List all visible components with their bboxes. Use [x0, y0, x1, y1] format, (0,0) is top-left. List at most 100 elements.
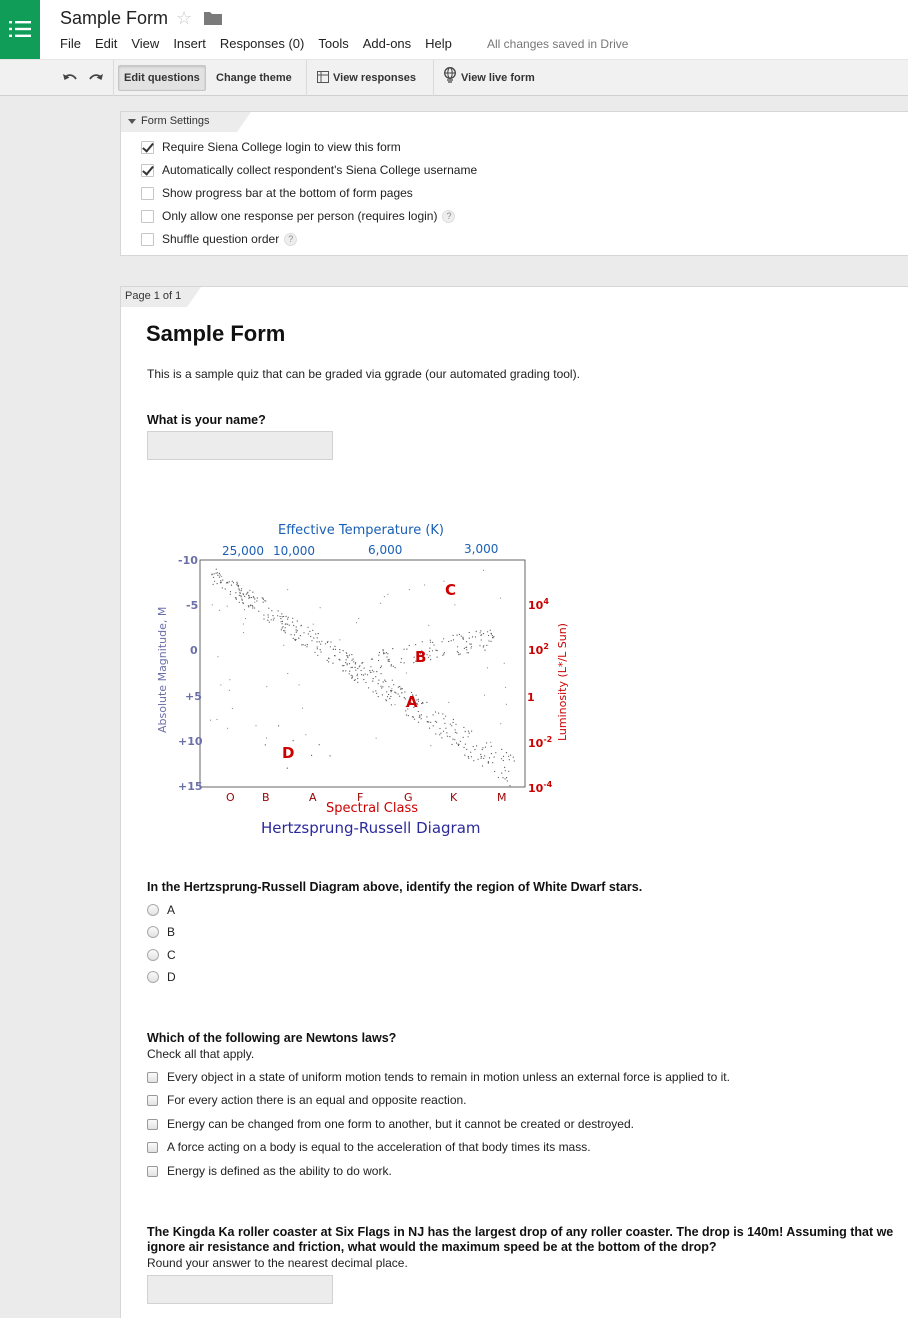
- radio-option[interactable]: C: [147, 947, 176, 963]
- star-dot: [228, 689, 230, 691]
- menu-add-ons[interactable]: Add-ons: [362, 36, 412, 51]
- radio-option[interactable]: A: [147, 902, 175, 918]
- help-icon[interactable]: ?: [284, 232, 298, 246]
- star-dot: [454, 604, 456, 606]
- forms-logo-icon[interactable]: [0, 0, 40, 59]
- menu-edit[interactable]: Edit: [94, 36, 118, 51]
- star-dot: [451, 725, 453, 727]
- checkbox[interactable]: [147, 1141, 158, 1153]
- checkbox-option[interactable]: For every action there is an equal and o…: [147, 1092, 467, 1108]
- star-dot: [493, 756, 495, 758]
- radio-button[interactable]: [147, 949, 159, 961]
- one-response-checkbox[interactable]: [141, 209, 154, 223]
- form-settings-toggle[interactable]: Form Settings: [121, 112, 251, 132]
- star-dot: [245, 593, 247, 595]
- star-dot: [267, 616, 269, 618]
- menu-view[interactable]: View: [131, 36, 160, 51]
- star-dot: [321, 640, 323, 642]
- star-dot: [457, 744, 460, 747]
- star-dot: [388, 658, 390, 660]
- checkbox[interactable]: [147, 1071, 158, 1083]
- star-dot: [214, 580, 216, 582]
- folder-icon[interactable]: [204, 11, 222, 28]
- redo-icon[interactable]: [87, 69, 105, 87]
- star-dot: [351, 654, 353, 656]
- collapse-triangle-icon: [128, 119, 136, 124]
- star-dot: [508, 759, 510, 761]
- checkbox-option[interactable]: Energy is defined as the ability to do w…: [147, 1163, 392, 1179]
- top-tick: 25,000: [222, 544, 264, 558]
- bottom-axis-label: Spectral Class: [326, 801, 418, 816]
- star-dot: [317, 654, 319, 656]
- progress-bar-checkbox[interactable]: [141, 186, 154, 200]
- radio-button[interactable]: [147, 904, 159, 916]
- left-tick: +15: [178, 780, 203, 793]
- star-dot: [235, 598, 237, 600]
- star-dot: [472, 745, 474, 748]
- option-label: For every action there is an equal and o…: [167, 1093, 467, 1107]
- radio-button[interactable]: [147, 971, 159, 983]
- require-login-checkbox[interactable]: [141, 140, 154, 154]
- star-dot: [487, 761, 489, 763]
- star-dot: [241, 598, 243, 600]
- star-dot: [215, 572, 217, 574]
- star-dot: [348, 673, 350, 675]
- form-description[interactable]: This is a sample quiz that can be graded…: [147, 367, 580, 381]
- collect-username-checkbox[interactable]: [141, 163, 154, 177]
- menu-help[interactable]: Help: [425, 36, 452, 51]
- right-tick: 102: [528, 642, 549, 657]
- star-dot: [339, 639, 341, 641]
- star-dot: [295, 626, 297, 628]
- star-dot: [380, 685, 382, 687]
- name-input[interactable]: [147, 431, 333, 460]
- star-dot: [488, 757, 491, 759]
- star-dot: [492, 637, 494, 639]
- radio-option[interactable]: D: [147, 969, 176, 985]
- star-dot: [436, 721, 438, 723]
- view-responses-button[interactable]: View responses: [311, 65, 422, 91]
- document-title[interactable]: Sample Form: [60, 8, 169, 28]
- question-title: In the Hertzsprung-Russell Diagram above…: [147, 880, 643, 894]
- star-dot: [243, 632, 245, 634]
- star-dot: [389, 698, 391, 700]
- right-axis-label: Luminosity (L*/L Sun): [556, 623, 569, 741]
- radio-button[interactable]: [147, 926, 159, 938]
- radio-option[interactable]: B: [147, 924, 175, 940]
- question-help-text: Check all that apply.: [147, 1047, 255, 1061]
- star-dot: [421, 650, 423, 652]
- speed-answer-input[interactable]: [147, 1275, 333, 1304]
- star-dot: [332, 662, 334, 664]
- star-dot: [217, 574, 219, 576]
- left-tick: +5: [185, 690, 202, 703]
- star-dot: [305, 734, 307, 736]
- star-dot: [229, 591, 232, 593]
- edit-questions-button[interactable]: Edit questions: [118, 65, 206, 91]
- help-icon[interactable]: ?: [442, 209, 456, 223]
- menu-responses[interactable]: Responses (0): [219, 36, 305, 51]
- shuffle-checkbox[interactable]: [141, 232, 154, 246]
- checkbox-option[interactable]: Energy can be changed from one form to a…: [147, 1116, 634, 1132]
- undo-icon[interactable]: [61, 69, 79, 87]
- form-title[interactable]: Sample Form: [146, 321, 286, 346]
- menu-insert[interactable]: Insert: [173, 36, 206, 51]
- star-icon[interactable]: ☆: [176, 8, 193, 28]
- checkbox-option[interactable]: Every object in a state of uniform motio…: [147, 1069, 730, 1085]
- checkbox[interactable]: [147, 1094, 158, 1106]
- star-dot: [212, 583, 214, 585]
- checkbox[interactable]: [147, 1165, 158, 1177]
- star-dot: [443, 653, 445, 655]
- star-dot: [211, 604, 213, 606]
- star-dot: [399, 695, 401, 697]
- checkbox[interactable]: [147, 1118, 158, 1130]
- star-dot: [388, 660, 390, 662]
- checkbox-option[interactable]: A force acting on a body is equal to the…: [147, 1139, 591, 1155]
- star-dot: [345, 659, 347, 661]
- star-dot: [391, 679, 393, 681]
- star-dot: [449, 723, 451, 725]
- change-theme-button[interactable]: Change theme: [216, 72, 292, 84]
- star-dot: [339, 651, 341, 653]
- view-responses-label: View responses: [333, 72, 416, 84]
- menu-tools[interactable]: Tools: [318, 36, 349, 51]
- menu-file[interactable]: File: [60, 36, 81, 51]
- view-live-form-button[interactable]: View live form: [437, 65, 541, 91]
